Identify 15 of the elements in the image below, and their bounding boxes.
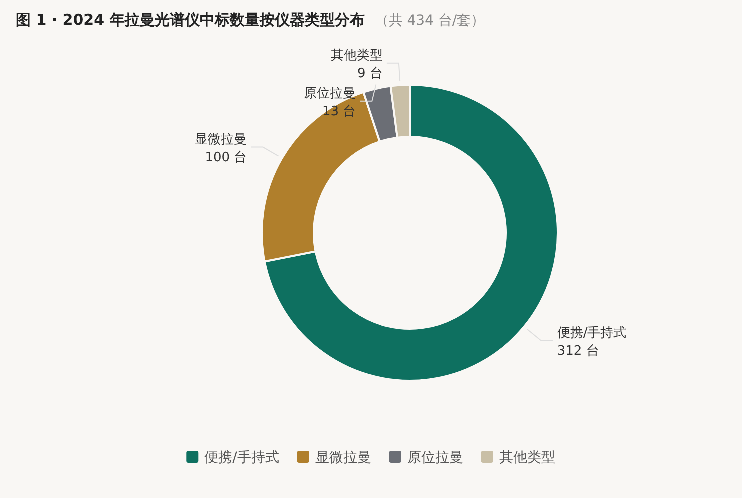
legend-label: 其他类型 [499, 450, 556, 466]
data-label: 312 台 [557, 344, 600, 359]
data-label: 9 台 [358, 66, 383, 82]
donut-slice [264, 84, 559, 382]
legend-label: 原位拉曼 [407, 450, 464, 466]
legend-label: 显微拉曼 [315, 450, 372, 466]
slice-label: 原位拉曼 [304, 86, 356, 102]
slice-label: 便携/手持式 [557, 326, 627, 341]
legend-label: 便携/手持式 [204, 450, 280, 466]
chart-subtitle: （共 434 台/套） [374, 13, 486, 29]
slice-label: 其他类型 [330, 48, 383, 64]
data-label: 13 台 [322, 104, 356, 120]
data-label: 100 台 [205, 150, 248, 166]
slice-label: 显微拉曼 [195, 132, 248, 148]
chart-title: 图 1 · 2024 年拉曼光谱仪中标数量按仪器类型分布 [16, 11, 365, 29]
